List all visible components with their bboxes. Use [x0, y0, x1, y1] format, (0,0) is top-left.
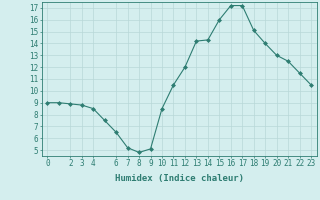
X-axis label: Humidex (Indice chaleur): Humidex (Indice chaleur): [115, 174, 244, 183]
